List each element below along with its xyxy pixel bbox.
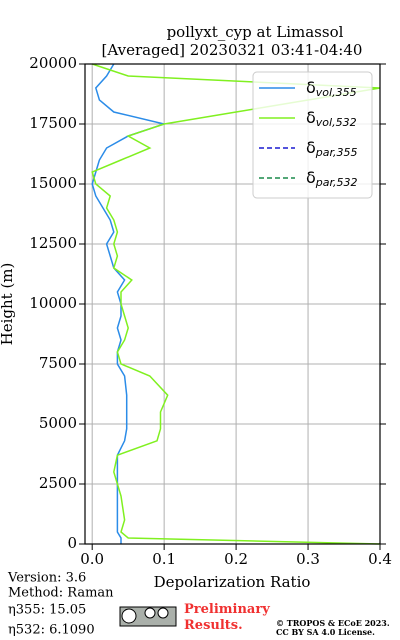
y-tick-label: 10000	[29, 294, 77, 312]
chart-title: pollyxt_cyp at Limassol	[167, 23, 344, 41]
x-tick-label: 0.4	[368, 550, 392, 568]
profile-line	[91, 63, 381, 545]
x-tick-label: 0.3	[296, 550, 320, 568]
y-tick-label: 17500	[29, 114, 77, 132]
x-tick-label: 0.2	[224, 550, 248, 568]
license: © TROPOS & ECoE 2023. CC BY SA 4.0 Licen…	[276, 618, 392, 637]
legend-label: δpar,355	[306, 138, 358, 160]
legend-label: δpar,532	[306, 168, 358, 190]
plot-frame	[84, 63, 381, 545]
version: Version: 3.6	[7, 571, 86, 586]
x-tick-label: 0.1	[152, 550, 176, 568]
legend: δvol,355 δvol,532 δpar,355 δpar,532	[252, 71, 373, 199]
method: Method: Raman	[8, 586, 114, 601]
y-tick-label: 0	[67, 534, 77, 552]
legend-box	[252, 71, 373, 199]
y-tick-label: 15000	[29, 174, 77, 192]
y-tick-label: 2500	[39, 474, 77, 492]
y-axis-label: Height (m)	[0, 263, 16, 346]
y-tick-label: 7500	[39, 354, 77, 372]
eta532: η532: 6.1090	[8, 623, 95, 638]
x-axis-label: Depolarization Ratio	[154, 573, 311, 591]
y-tick-label: 20000	[29, 54, 77, 72]
y-tick-label: 5000	[39, 414, 77, 432]
eta355: η355: 15.05	[8, 603, 86, 618]
y-tick-label: 12500	[29, 234, 77, 252]
preliminary: Preliminary Results.	[184, 602, 270, 633]
legend-label: δvol,355	[306, 78, 357, 100]
chart-subtitle: [Averaged] 20230321 03:41-04:40	[102, 41, 363, 59]
cc-logo	[119, 606, 177, 627]
legend-label: δvol,532	[306, 108, 357, 130]
x-tick-label: 0.0	[80, 550, 104, 568]
profile-line	[91, 63, 167, 544]
